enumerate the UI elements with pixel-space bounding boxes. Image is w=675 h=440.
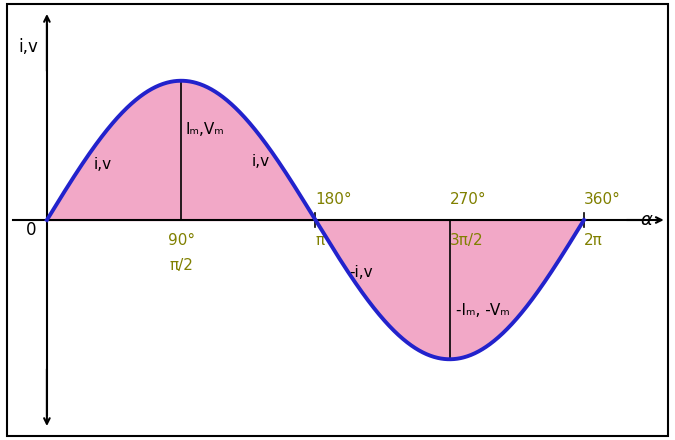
Text: π/2: π/2 (169, 257, 193, 273)
Text: Iₘ,Vₘ: Iₘ,Vₘ (186, 122, 224, 137)
Text: α: α (641, 211, 653, 229)
Text: -i,v: -i,v (350, 265, 373, 280)
Text: -Iₘ, -Vₘ: -Iₘ, -Vₘ (456, 303, 510, 318)
Text: 180°: 180° (315, 192, 352, 208)
Text: i,v: i,v (18, 38, 38, 56)
Text: 2π: 2π (584, 232, 603, 248)
Text: 90°: 90° (167, 232, 194, 248)
Text: π: π (315, 232, 325, 248)
Text: 270°: 270° (450, 192, 486, 208)
Text: i,v: i,v (252, 154, 269, 169)
Text: 0: 0 (26, 221, 36, 239)
Text: 3π/2: 3π/2 (450, 232, 483, 248)
Text: i,v: i,v (93, 157, 111, 172)
Text: 360°: 360° (584, 192, 621, 208)
